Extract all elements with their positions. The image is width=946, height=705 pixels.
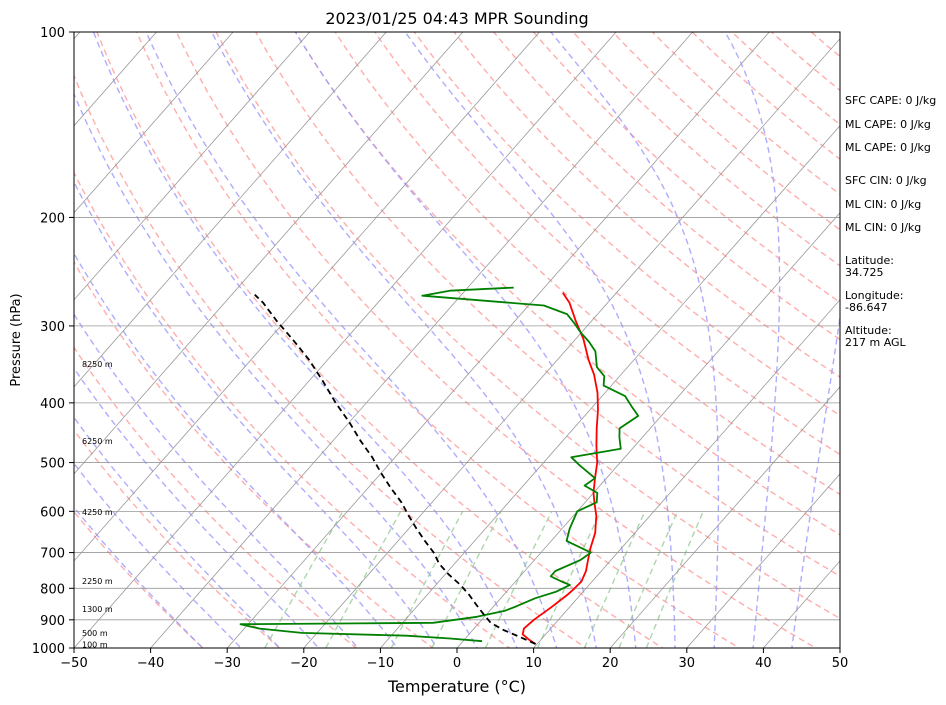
moist-adiabat [74, 180, 438, 648]
dry-adiabat [96, 32, 665, 648]
y-tick-label: 1000 [32, 642, 65, 657]
sfc-cin-label: SFC CIN: 0 J/kg [845, 174, 927, 187]
moist-adiabat [74, 506, 204, 648]
latitude-label: Latitude: [845, 254, 894, 267]
x-tick-label: 40 [755, 656, 772, 671]
y-tick-label: 700 [40, 547, 65, 562]
dry-adiabat [294, 32, 840, 536]
y-axis-label: Pressure (hPa) [9, 293, 24, 386]
isotherm [74, 32, 234, 214]
isotherm [303, 38, 840, 648]
x-tick-label: −50 [60, 656, 87, 671]
moist-adiabat [74, 313, 359, 648]
altitude-value: 217 m AGL [845, 336, 907, 349]
mixing-ratio-line [390, 510, 464, 648]
moist-adiabat [550, 32, 720, 648]
y-tick-label: 600 [40, 505, 65, 520]
x-tick-label: 0 [453, 656, 461, 671]
x-tick-label: 20 [602, 656, 619, 671]
mixing-ratio-line [325, 510, 402, 648]
moist-adiabat [404, 32, 676, 648]
x-tick-label: −30 [213, 656, 240, 671]
dry-adiabat [74, 260, 435, 648]
isotherm [74, 32, 387, 388]
isotherm [150, 32, 693, 648]
isotherm [686, 473, 840, 648]
height-label: 1300 m [82, 605, 113, 614]
isotherm [74, 32, 464, 475]
longitude-label: Longitude: [845, 289, 903, 302]
dry-adiabat [74, 171, 511, 648]
ml-cin-label-2: ML CIN: 0 J/kg [845, 221, 921, 234]
parcel-profile [254, 294, 536, 645]
moist-adiabat [74, 367, 320, 648]
y-tick-label: 800 [40, 582, 65, 597]
isotherm [74, 32, 540, 562]
x-tick-label: −10 [367, 656, 394, 671]
y-tick-label: 400 [40, 397, 65, 412]
moist-adiabat [211, 32, 598, 648]
isotherm [74, 32, 617, 648]
sfc-cape-label: SFC CAPE: 0 J/kg [845, 94, 936, 107]
dry-adiabat [74, 74, 588, 648]
height-label: 4250 m [82, 508, 113, 517]
isotherm [456, 212, 840, 648]
x-tick-label: 50 [832, 656, 849, 671]
isotherm [533, 299, 840, 648]
moist-adiabat [724, 32, 781, 648]
chart-title: 2023/01/25 04:43 MPR Sounding [325, 9, 588, 28]
dry-adiabat [135, 32, 741, 648]
dry-adiabat [74, 510, 205, 648]
mixing-ratio-line [484, 510, 553, 648]
moist-adiabat [74, 92, 478, 648]
x-tick-label: −20 [290, 656, 317, 671]
dry-adiabat [74, 346, 358, 648]
moist-adiabat [791, 312, 840, 648]
isotherm [380, 125, 840, 648]
altitude-label: Altitude: [845, 324, 892, 337]
x-tick-label: 10 [525, 656, 542, 671]
y-tick-label: 100 [40, 26, 65, 41]
height-label: 6250 m [82, 437, 113, 446]
isotherm [74, 32, 310, 301]
dry-adiabat [453, 32, 840, 378]
moist-adiabat [145, 32, 558, 648]
y-tick-label: 500 [40, 457, 65, 472]
dry-adiabat [74, 429, 281, 648]
height-label: 8250 m [82, 360, 113, 369]
dewpoint-profile [239, 286, 640, 643]
mixing-ratio-line [431, 510, 502, 648]
y-tick-label: 200 [40, 211, 65, 226]
ml-cape-label-2: ML CAPE: 0 J/kg [845, 141, 931, 154]
x-tick-label: −40 [137, 656, 164, 671]
x-axis-label: Temperature (°C) [387, 677, 526, 696]
y-tick-label: 900 [40, 614, 65, 629]
dry-adiabat [175, 32, 818, 648]
longitude-value: -86.647 [845, 301, 887, 314]
dry-adiabat [413, 32, 840, 417]
isotherm [226, 32, 770, 648]
height-label: 100 m [82, 640, 108, 649]
isotherm [609, 386, 840, 648]
temperature-profile [521, 292, 599, 645]
ml-cape-label: ML CAPE: 0 J/kg [845, 118, 931, 131]
moist-adiabat [74, 416, 281, 648]
moist-adiabat [74, 252, 399, 648]
latitude-value: 34.725 [845, 266, 884, 279]
x-tick-label: 30 [679, 656, 696, 671]
dry-adiabat [215, 32, 840, 620]
dry-adiabat [254, 32, 840, 577]
height-label: 500 m [82, 629, 108, 638]
height-label: 2250 m [82, 577, 113, 586]
y-tick-label: 300 [40, 320, 65, 335]
ml-cin-label: ML CIN: 0 J/kg [845, 198, 921, 211]
moist-adiabat [74, 462, 243, 648]
